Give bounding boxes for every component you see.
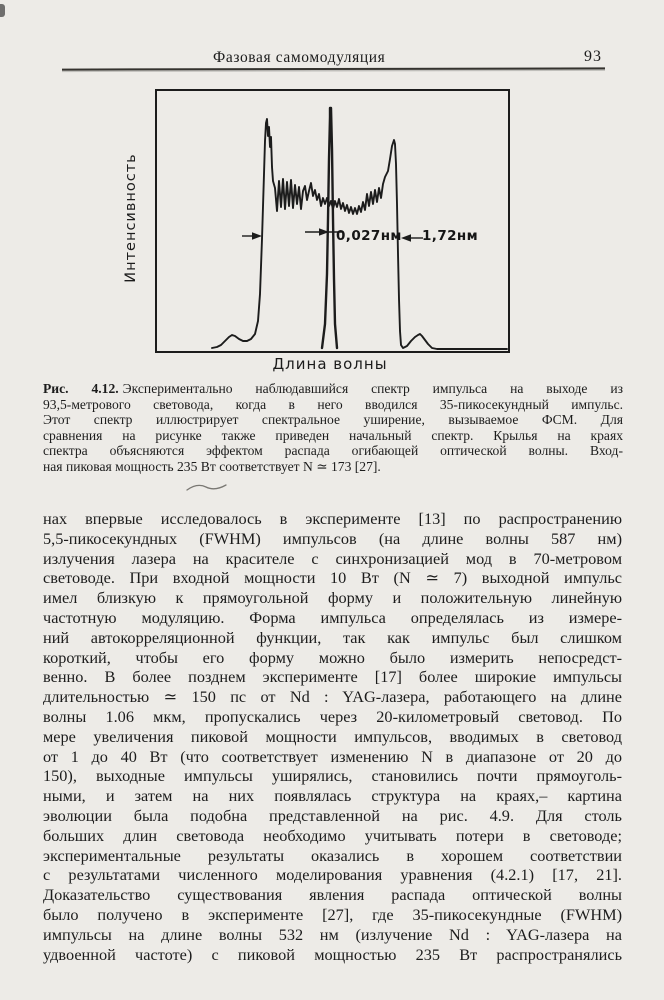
body-line: экспериментальные результаты оказались в…: [43, 845, 622, 865]
body-line: длительностью ≃ 150 пс от Nd : YAG-лазер…: [43, 687, 622, 707]
body-line: ний автокорреляционной функции, так как …: [43, 627, 622, 647]
body-line: импульсы на длине волны 532 нм (излучени…: [43, 924, 622, 944]
body-line: излучения лазера на красителе с синхрони…: [43, 548, 622, 568]
caption-line: спектра объясняются эффектом распада оги…: [43, 443, 623, 459]
body-line: имел близкую к прямоугольной форму и пол…: [43, 588, 622, 608]
spectrum-plot: [155, 89, 510, 353]
scan-artifact-squiggle: [186, 484, 227, 491]
annotation-narrow-width: 0,027нм: [336, 228, 402, 244]
body-line: мере увеличения пиковой мощности импульс…: [43, 726, 622, 746]
initial-spectrum-curve: [320, 106, 339, 350]
body-line: короткий, чтобы его форму можно было изм…: [43, 647, 622, 667]
caption-line: Этот спектр иллюстрирует спектральное уш…: [43, 412, 623, 428]
figure-caption: Рис. 4.12. Экспериментально наблюдавшийся…: [43, 381, 623, 475]
narrow-width-arrow: [305, 228, 342, 236]
caption-figure-label: Рис. 4.12.: [43, 381, 119, 396]
body-line: 5,5-пикосекундных (FWHM) импульсов (на д…: [43, 528, 622, 548]
body-line: удвоенной частоте) с пиковой мощностью 2…: [43, 944, 622, 964]
annotation-wide-width: 1,72нм: [422, 228, 479, 244]
body-line: световоде. При входной мощности 10 Вт (N…: [43, 568, 622, 588]
running-title: Фазовая самомодуляция: [213, 49, 386, 66]
body-line: Доказательство существования явления рас…: [43, 885, 622, 905]
figure-4-12: Интенсивность Длина волны 0,027нм 1,72нм: [123, 89, 510, 373]
broad-spectrum-curve: [211, 118, 508, 350]
header-rule: [61, 67, 606, 71]
wide-width-arrow-right: [401, 234, 423, 242]
body-line: венно. В более позднем эксперименте [17]…: [43, 667, 622, 687]
body-line: с результатами численного моделирования …: [43, 865, 622, 885]
caption-line: Рис. 4.12. Экспериментально наблюдавшийся…: [43, 381, 623, 397]
body-text: нах впервые исследовалось в эксперименте…: [43, 509, 622, 964]
plot-frame: [155, 89, 510, 353]
body-line: эволюции была подобна представленной на …: [43, 805, 622, 825]
caption-line: 93,5-метрового световода, когда в него в…: [43, 396, 623, 412]
caption-line: ная пиковая мощность 235 Вт соответствуе…: [43, 458, 381, 474]
body-line: было получено в эксперименте [27], где 3…: [43, 904, 622, 924]
body-line: от 1 до 40 Вт (что соответствует изменен…: [43, 746, 622, 766]
body-line: ными, и затем на них появлялась структур…: [43, 786, 622, 806]
y-axis-label: Интенсивность: [123, 153, 139, 283]
x-axis-label: Длина волны: [272, 355, 388, 373]
caption-line: сравнения на рисунке также приведен нача…: [43, 427, 623, 443]
body-line: волны 1.06 мкм, пропускались через 20-ки…: [43, 706, 622, 726]
body-line: частотную модуляцию. Форма импульса опре…: [43, 607, 622, 627]
scan-artifact-corner: [0, 4, 5, 17]
body-line: больших длин световода необходимо учитыв…: [43, 825, 622, 845]
body-line: нах впервые исследовалось в эксперименте…: [43, 509, 622, 528]
body-line: 150), выходные импульсы уширялись, стано…: [43, 766, 622, 786]
wide-width-arrow-left: [242, 232, 262, 240]
page-number: 93: [584, 48, 602, 65]
caption-text: Экспериментально наблюдавшийся спектр им…: [122, 381, 623, 396]
